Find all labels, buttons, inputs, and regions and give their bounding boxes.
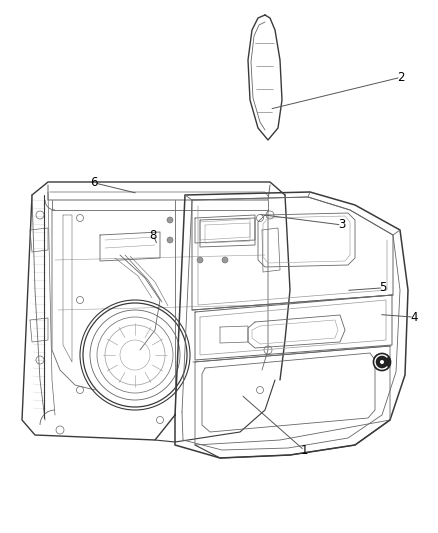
Text: 6: 6 xyxy=(90,176,98,189)
Circle shape xyxy=(373,353,391,371)
Text: 2: 2 xyxy=(397,71,405,84)
Text: 3: 3 xyxy=(338,219,345,231)
Text: 4: 4 xyxy=(410,311,418,324)
Text: 5: 5 xyxy=(380,281,387,294)
Text: 1: 1 xyxy=(300,444,308,457)
Circle shape xyxy=(167,237,173,243)
Text: 8: 8 xyxy=(150,229,157,242)
Circle shape xyxy=(222,257,228,263)
Circle shape xyxy=(167,217,173,223)
Circle shape xyxy=(380,360,384,364)
Circle shape xyxy=(197,257,203,263)
